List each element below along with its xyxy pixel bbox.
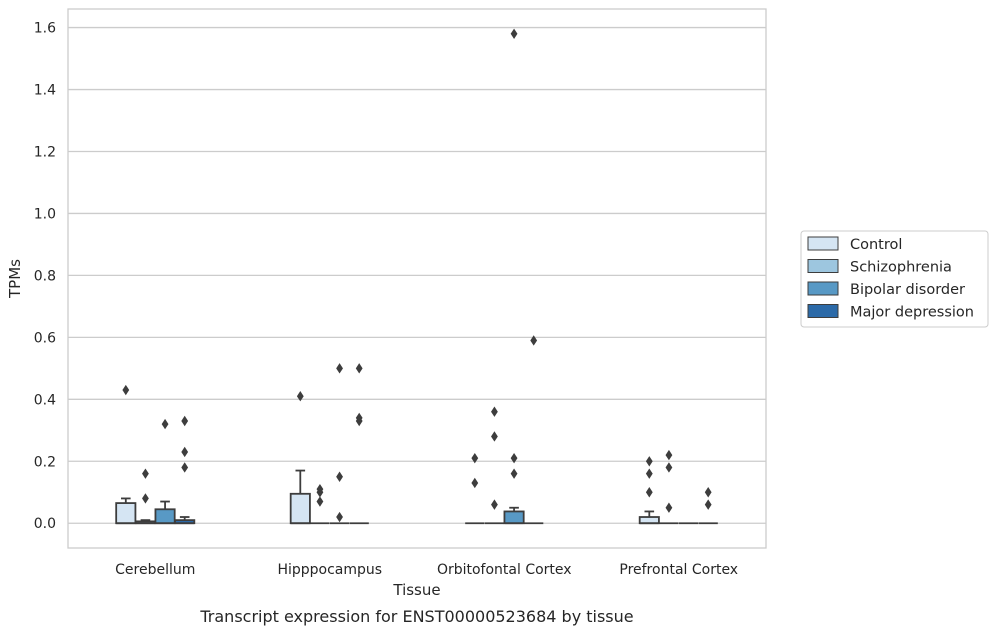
outlier-point [336, 471, 343, 482]
box-schizophrenia [484, 406, 505, 525]
outlier-point [142, 468, 149, 479]
legend-label: Schizophrenia [850, 260, 952, 276]
x-tick-label: Prefrontal Cortex [619, 562, 738, 578]
outlier-point [491, 406, 498, 417]
x-tick-label: Orbitofontal Cortex [437, 562, 572, 578]
y-tick-label: 1.0 [34, 206, 56, 222]
box-schizophrenia [659, 449, 679, 525]
box-bipolar-disorder [503, 28, 525, 525]
y-tick-label: 0.6 [34, 330, 56, 346]
box-major-depression [349, 363, 369, 525]
plot-frame [67, 8, 767, 549]
y-tick-labels: 0.0 0.2 0.4 0.6 0.8 1.0 1.2 1.4 1.6 [34, 21, 56, 533]
outlier-point [471, 477, 479, 489]
outlier-point [510, 28, 518, 39]
legend-swatch [807, 236, 839, 251]
y-tick-label: 0.8 [34, 268, 56, 284]
box-bipolar-disorder [154, 418, 176, 525]
chart-title: Transcript expression for ENST0000052368… [199, 607, 633, 626]
outlier-point [355, 415, 363, 427]
y-axis-title: TPMs [6, 259, 24, 299]
box-schizophrenia [310, 483, 330, 525]
outlier-point [296, 391, 304, 402]
box-control [115, 384, 137, 525]
box-control [289, 391, 311, 525]
x-tick-label: Cerebellum [115, 562, 195, 578]
legend-item: Bipolar disorder [807, 281, 965, 298]
grid-lines [68, 26, 766, 524]
legend-item: Major depression [807, 304, 974, 321]
box-body [115, 502, 137, 525]
y-tick-label: 1.4 [34, 83, 56, 99]
legend-swatch [807, 281, 839, 296]
outlier-point [510, 452, 518, 464]
y-tick-label: 0.0 [34, 516, 56, 532]
outlier-point [530, 335, 538, 346]
outlier-point [336, 363, 343, 374]
box-major-depression [698, 487, 718, 525]
outlier-point [122, 384, 130, 396]
outlier-point [316, 496, 324, 507]
legend-item: Schizophrenia [807, 259, 952, 276]
outlier-point [491, 431, 498, 442]
legend-frame [800, 230, 989, 328]
box-major-depression [524, 335, 544, 525]
box-body [638, 516, 660, 525]
y-tick-label: 0.2 [34, 454, 56, 470]
outlier-point [316, 487, 324, 498]
legend-item: Control [807, 236, 902, 253]
box-schizophrenia [134, 468, 156, 525]
box-control [465, 452, 485, 525]
y-tick-label: 1.6 [34, 21, 56, 37]
outlier-point [161, 418, 169, 430]
outlier-point [645, 468, 653, 479]
outlier-point [704, 487, 712, 498]
box-major-depression [174, 415, 196, 525]
x-axis-title: Tissue [392, 581, 440, 599]
legend-label: Bipolar disorder [850, 282, 965, 298]
outlier-point [665, 462, 673, 473]
outlier-point [142, 493, 149, 504]
outlier-point [704, 499, 712, 510]
box-bipolar-disorder [329, 363, 350, 525]
box-control [638, 456, 660, 525]
outlier-point [336, 511, 343, 523]
x-tick-labels: Cerebellum Hipppocampus Orbitofontal Corte… [115, 562, 738, 578]
outlier-point [355, 363, 363, 374]
legend-swatch [807, 259, 839, 273]
y-tick-label: 0.4 [34, 392, 56, 408]
outlier-point [181, 462, 189, 473]
y-tick-label: 1.2 [34, 144, 56, 160]
outlier-point [645, 456, 653, 467]
box-plots [115, 28, 718, 525]
outlier-point [665, 502, 673, 513]
legend-swatch [807, 304, 839, 318]
box-body [154, 508, 176, 525]
outlier-point [510, 468, 518, 479]
outlier-point [181, 415, 189, 427]
legend: Control Schizophrenia Bipolar disorder Majo… [800, 230, 989, 328]
outlier-point [665, 449, 673, 461]
outlier-point [491, 499, 498, 510]
outlier-point [645, 487, 653, 498]
x-tick-label: Hipppocampus [277, 562, 382, 578]
legend-label: Major depression [850, 305, 974, 321]
legend-label: Control [850, 237, 902, 253]
outlier-point [181, 446, 189, 458]
box-body [503, 510, 525, 525]
box-body [289, 492, 311, 525]
outlier-point [471, 452, 479, 464]
